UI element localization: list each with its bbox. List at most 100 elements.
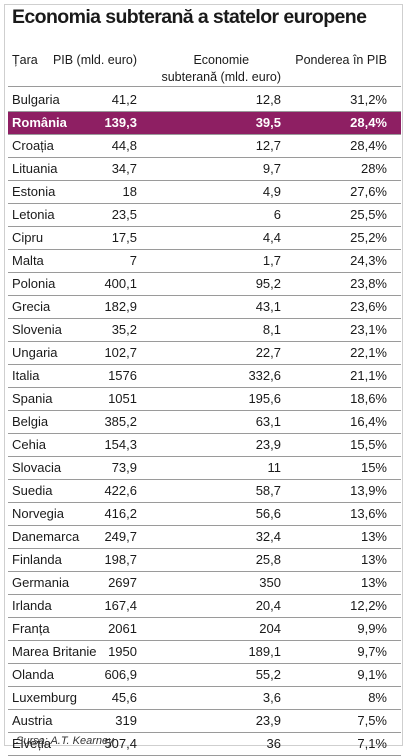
cell-country: Slovenia bbox=[12, 322, 62, 337]
cell-underground: 23,9 bbox=[255, 437, 281, 452]
cell-share: 23,1% bbox=[350, 322, 387, 337]
cell-gdp: 198,7 bbox=[104, 552, 137, 567]
cell-underground: 58,7 bbox=[255, 483, 281, 498]
cell-share: 9,1% bbox=[357, 667, 387, 682]
cell-underground: 1,7 bbox=[262, 253, 281, 268]
cell-country: Letonia bbox=[12, 207, 55, 222]
cell-underground: 25,8 bbox=[255, 552, 281, 567]
table-row: Bulgaria 41,2 12,8 31,2% bbox=[8, 89, 401, 112]
table-row: Polonia 400,1 95,2 23,8% bbox=[8, 273, 401, 296]
table-row: Slovacia 73,9 11 15% bbox=[8, 457, 401, 480]
cell-country: Finlanda bbox=[12, 552, 62, 567]
cell-gdp: 416,2 bbox=[104, 506, 137, 521]
cell-share: 7,5% bbox=[357, 713, 387, 728]
column-header-underground-line2: subterană (mld. euro) bbox=[161, 70, 281, 84]
cell-gdp: 35,2 bbox=[111, 322, 137, 337]
cell-country: Lituania bbox=[12, 161, 58, 176]
cell-country: Spania bbox=[12, 391, 53, 406]
table-row: Slovenia 35,2 8,1 23,1% bbox=[8, 319, 401, 342]
cell-underground: 350 bbox=[259, 575, 281, 590]
cell-gdp: 2061 bbox=[108, 621, 137, 636]
cell-share: 21,1% bbox=[350, 368, 387, 383]
table-row: Suedia 422,6 58,7 13,9% bbox=[8, 480, 401, 503]
cell-gdp: 7 bbox=[129, 253, 137, 268]
cell-country: Slovacia bbox=[12, 460, 62, 475]
table-row: Croația 44,8 12,7 28,4% bbox=[8, 135, 401, 158]
cell-underground: 12,8 bbox=[255, 92, 281, 107]
table-row: Malta 7 1,7 24,3% bbox=[8, 250, 401, 273]
cell-gdp: 18 bbox=[122, 184, 137, 199]
table-row: Italia 1576 332,6 21,1% bbox=[8, 365, 401, 388]
cell-gdp: 139,3 bbox=[104, 115, 137, 130]
header-divider bbox=[8, 86, 401, 87]
cell-share: 25,5% bbox=[350, 207, 387, 222]
cell-country: Austria bbox=[12, 713, 53, 728]
cell-share: 15,5% bbox=[350, 437, 387, 452]
cell-gdp: 606,9 bbox=[104, 667, 137, 682]
cell-country: România bbox=[12, 115, 67, 130]
cell-country: Elveția bbox=[12, 736, 52, 751]
cell-underground: 11 bbox=[267, 460, 282, 475]
cell-gdp: 23,5 bbox=[111, 207, 137, 222]
cell-share: 9,9% bbox=[357, 621, 387, 636]
cell-share: 18,6% bbox=[350, 391, 387, 406]
cell-underground: 12,7 bbox=[255, 138, 281, 153]
cell-country: Marea Britanie bbox=[12, 644, 97, 659]
cell-gdp: 73,9 bbox=[111, 460, 137, 475]
cell-share: 22,1% bbox=[350, 345, 387, 360]
table-row: Olanda 606,9 55,2 9,1% bbox=[8, 664, 401, 687]
cell-share: 31,2% bbox=[350, 92, 387, 107]
cell-country: Olanda bbox=[12, 667, 54, 682]
cell-share: 28,4% bbox=[350, 138, 387, 153]
cell-share: 15% bbox=[360, 460, 387, 475]
cell-share: 23,6% bbox=[350, 299, 387, 314]
cell-gdp: 422,6 bbox=[104, 483, 137, 498]
cell-country: Luxemburg bbox=[12, 690, 78, 705]
cell-country: Estonia bbox=[12, 184, 56, 199]
cell-underground: 56,6 bbox=[255, 506, 281, 521]
cell-underground: 39,5 bbox=[255, 115, 281, 130]
column-header-underground: Economie subterană (mld. euro) bbox=[161, 52, 281, 86]
table-row: Franța 2061 204 9,9% bbox=[8, 618, 401, 641]
cell-underground: 189,1 bbox=[248, 644, 281, 659]
table-row-highlighted: România 139,3 39,5 28,4% bbox=[8, 112, 401, 135]
cell-underground: 8,1 bbox=[262, 322, 281, 337]
cell-gdp: 45,6 bbox=[111, 690, 137, 705]
table-row: Lituania 34,7 9,7 28% bbox=[8, 158, 401, 181]
cell-underground: 22,7 bbox=[255, 345, 281, 360]
table-row: Cipru 17,5 4,4 25,2% bbox=[8, 227, 401, 250]
table-row: Letonia 23,5 6 25,5% bbox=[8, 204, 401, 227]
cell-country: Italia bbox=[12, 368, 40, 383]
cell-underground: 55,2 bbox=[255, 667, 281, 682]
table-row: Spania 1051 195,6 18,6% bbox=[8, 388, 401, 411]
cell-underground: 4,4 bbox=[262, 230, 281, 245]
table-row: Estonia 18 4,9 27,6% bbox=[8, 181, 401, 204]
column-header-share: Ponderea în PIB bbox=[295, 53, 387, 67]
cell-country: Suedia bbox=[12, 483, 53, 498]
cell-gdp: 154,3 bbox=[104, 437, 137, 452]
cell-gdp: 182,9 bbox=[104, 299, 137, 314]
cell-gdp: 385,2 bbox=[104, 414, 137, 429]
cell-share: 24,3% bbox=[350, 253, 387, 268]
cell-share: 28,4% bbox=[350, 115, 387, 130]
table-row: Finlanda 198,7 25,8 13% bbox=[8, 549, 401, 572]
cell-gdp: 319 bbox=[115, 713, 137, 728]
column-header-gdp: PIB (mld. euro) bbox=[52, 53, 137, 67]
cell-gdp: 249,7 bbox=[104, 529, 137, 544]
data-table: Bulgaria 41,2 12,8 31,2% România 139,3 39,5 28,… bbox=[8, 89, 401, 756]
cell-country: Malta bbox=[12, 253, 44, 268]
table-row: Norvegia 416,2 56,6 13,6% bbox=[8, 503, 401, 526]
table-row: Danemarca 249,7 32,4 13% bbox=[8, 526, 401, 549]
cell-country: Germania bbox=[12, 575, 70, 590]
table-row: Marea Britanie 1950 189,1 9,7% bbox=[8, 641, 401, 664]
cell-underground: 204 bbox=[259, 621, 281, 636]
page-title: Economia subterană a statelor europene bbox=[12, 6, 367, 28]
cell-share: 16,4% bbox=[350, 414, 387, 429]
cell-country: Danemarca bbox=[12, 529, 80, 544]
cell-underground: 4,9 bbox=[262, 184, 281, 199]
cell-country: Cehia bbox=[12, 437, 46, 452]
cell-underground: 23,9 bbox=[255, 713, 281, 728]
cell-underground: 6 bbox=[273, 207, 281, 222]
cell-gdp: 41,2 bbox=[111, 92, 137, 107]
cell-gdp: 2697 bbox=[108, 575, 137, 590]
